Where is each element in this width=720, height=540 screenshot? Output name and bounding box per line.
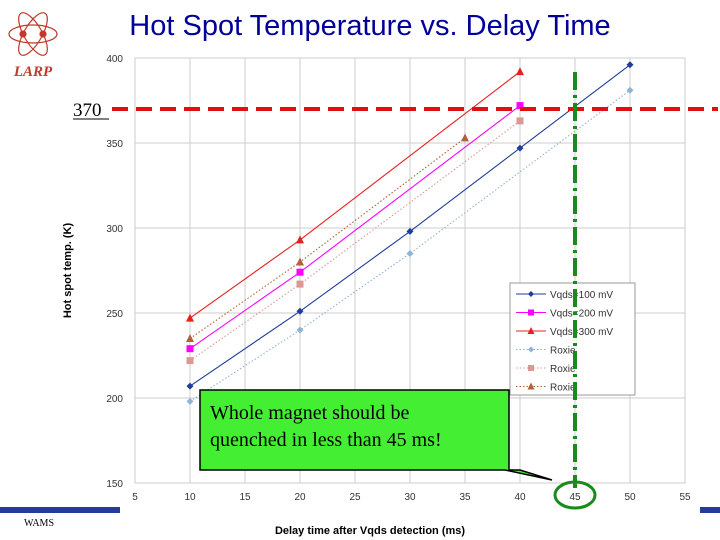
data-point xyxy=(516,144,524,152)
data-point xyxy=(186,334,194,342)
series-1 xyxy=(186,61,634,390)
data-point xyxy=(528,309,534,316)
y-tick-label: 200 xyxy=(106,394,123,405)
data-point xyxy=(186,313,194,322)
x-tick-label: 45 xyxy=(569,492,581,503)
y-tick-label: 150 xyxy=(106,479,123,490)
data-point xyxy=(296,257,304,266)
data-point xyxy=(296,307,304,315)
x-tick-label: 25 xyxy=(349,492,361,503)
data-point xyxy=(406,250,414,257)
data-point xyxy=(516,102,524,110)
callout-text-line2: quenched in less than 45 ms! xyxy=(210,429,442,451)
data-point xyxy=(516,67,524,76)
x-tick-label: 10 xyxy=(184,492,196,503)
data-point xyxy=(461,133,469,142)
y-tick-label: 400 xyxy=(106,54,123,65)
x-tick-label: 50 xyxy=(624,492,636,503)
data-point xyxy=(186,397,194,405)
y-axis-label: Hot spot temp. (K) xyxy=(62,223,74,319)
threshold-label: 370 xyxy=(73,100,102,121)
y-tick-label: 350 xyxy=(106,139,123,150)
data-point xyxy=(296,268,304,276)
chart-axes: 150 200 250 300 350 400 5 10 15 20 25 30 35 40 45 50 55 D… xyxy=(62,54,691,537)
x-tick-label: 40 xyxy=(514,492,526,503)
legend-label: Roxie xyxy=(550,364,576,375)
chart-overlay: 370 Whole magnet should be quenched in les… xyxy=(73,72,718,510)
data-point xyxy=(516,117,524,125)
data-point xyxy=(186,357,194,365)
legend-label: Vqds=100 mV xyxy=(550,290,613,301)
x-tick-label: 30 xyxy=(404,492,416,503)
data-point xyxy=(527,327,535,334)
data-point xyxy=(528,346,534,353)
legend-label: Vqds=200 mV xyxy=(550,309,613,320)
data-point xyxy=(528,365,534,371)
data-point xyxy=(626,61,634,69)
series-4 xyxy=(186,86,634,405)
callout-box xyxy=(199,389,553,481)
legend-label: Vqds=300 mV xyxy=(550,327,613,338)
atom-logo-icon xyxy=(8,12,58,56)
data-point xyxy=(626,86,634,94)
y-tick-label: 300 xyxy=(106,224,123,235)
y-tick-label: 250 xyxy=(106,309,123,320)
slide-title: Hot Spot Temperature vs. Delay Time xyxy=(129,10,611,42)
deadline-circle xyxy=(553,480,597,510)
legend-label: Roxie xyxy=(550,383,576,394)
footer-left: WAMS xyxy=(24,518,55,529)
data-point xyxy=(296,235,304,244)
data-point xyxy=(406,227,414,235)
x-axis-label: Delay time after Vqds detection (ms) xyxy=(275,525,465,537)
x-tick-label: 55 xyxy=(679,492,691,503)
chart-series xyxy=(186,61,634,405)
larp-logo: LARP xyxy=(8,12,58,80)
callout-text-line1: Whole magnet should be xyxy=(210,402,410,424)
x-tick-label: 5 xyxy=(132,492,138,503)
series-2 xyxy=(186,102,524,353)
series-3 xyxy=(186,67,524,322)
series-5 xyxy=(186,117,524,365)
data-point xyxy=(528,291,534,297)
legend-label: Roxie xyxy=(550,346,576,357)
data-point xyxy=(296,280,304,288)
data-point xyxy=(186,345,194,353)
legend-box xyxy=(509,282,636,396)
bottom-bar-left xyxy=(0,507,120,513)
logo-text: LARP xyxy=(13,64,53,80)
data-point xyxy=(186,382,194,390)
series-6 xyxy=(186,133,469,342)
x-tick-label: 35 xyxy=(459,492,471,503)
x-tick-label: 20 xyxy=(294,492,306,503)
x-tick-label: 15 xyxy=(239,492,251,503)
chart-legend: Vqds=100 mV Vqds=200 mV Vqds=300 mV Roxie Ro… xyxy=(509,282,636,396)
chart-decor xyxy=(0,507,720,513)
data-point xyxy=(527,382,535,390)
bottom-bar-right xyxy=(700,507,720,513)
data-point xyxy=(296,326,304,334)
